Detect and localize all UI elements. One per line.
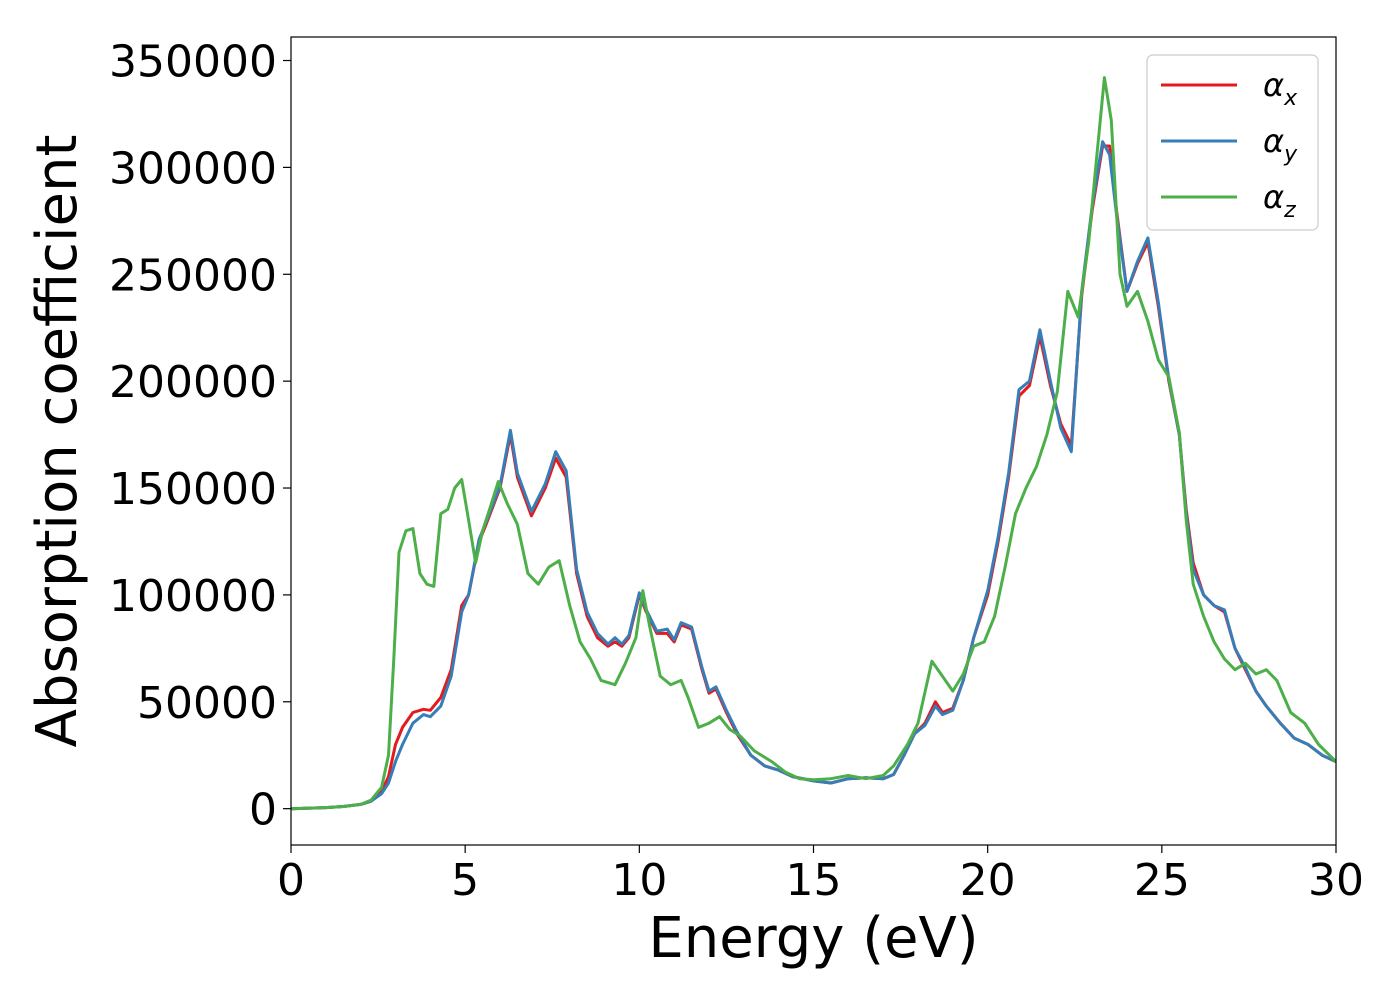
y-tick-label: 100000 [109,571,277,622]
y-tick-label: 0 [249,785,277,836]
y-axis-title: Absorption coefficient [25,135,90,748]
y-axis-ticks: 0 50000 100000 150000 200000 250000 300000 3500… [109,37,291,836]
x-tick-label: 0 [277,855,305,906]
x-tick-label: 30 [1308,855,1364,906]
x-tick-label: 20 [960,855,1016,906]
y-tick-label: 150000 [109,464,277,515]
x-tick-label: 10 [611,855,667,906]
y-tick-label: 50000 [137,678,277,729]
x-tick-label: 5 [451,855,479,906]
series-line-x [291,146,1336,809]
x-axis-ticks: 0 5 10 15 20 25 30 [277,845,1364,906]
series-line-y [291,142,1336,809]
x-axis-title: Energy (eV) [648,906,978,971]
x-tick-label: 15 [786,855,842,906]
y-tick-label: 250000 [109,250,277,301]
y-tick-label: 200000 [109,357,277,408]
y-tick-label: 350000 [109,37,277,88]
x-tick-label: 25 [1134,855,1190,906]
y-tick-label: 300000 [109,143,277,194]
